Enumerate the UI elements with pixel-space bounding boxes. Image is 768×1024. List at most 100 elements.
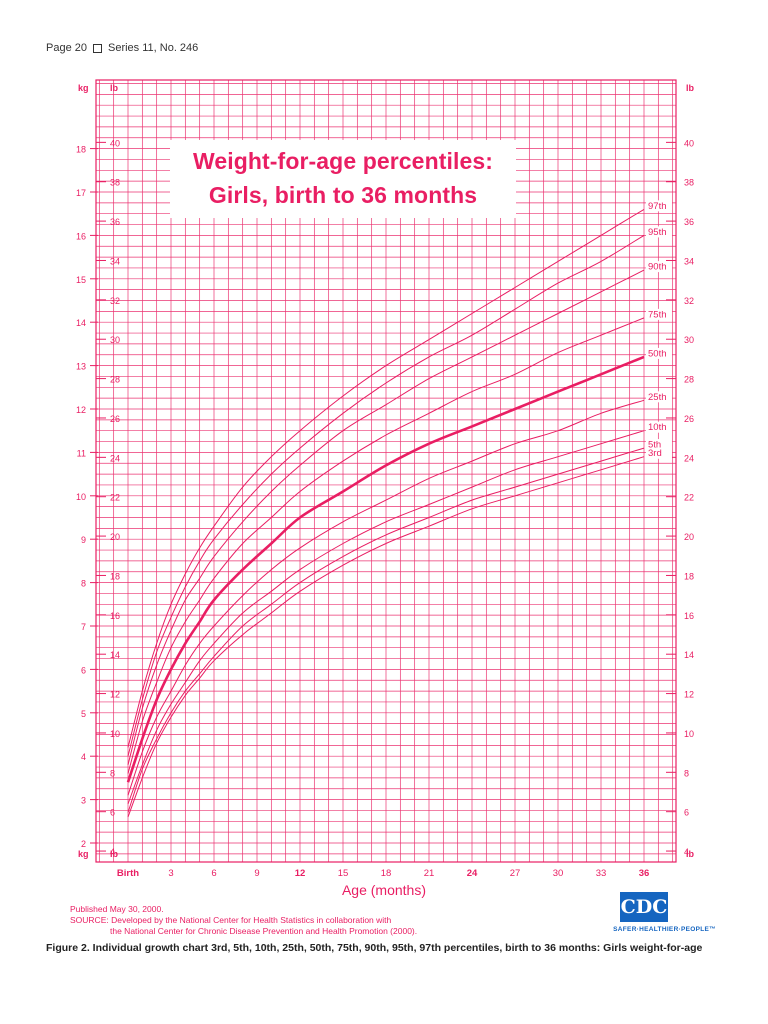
kg-tick-label: 18 bbox=[76, 145, 86, 155]
curve-label-bg bbox=[646, 200, 672, 212]
cdc-logo-icon: CDC bbox=[620, 892, 668, 922]
kg-tick-label: 10 bbox=[76, 492, 86, 502]
x-tick-label: 6 bbox=[211, 868, 216, 879]
lb-tick-label: 40 bbox=[110, 138, 120, 148]
curve-10th bbox=[127, 430, 645, 805]
unit-label: lb bbox=[110, 849, 119, 859]
lb-tick-label: 30 bbox=[110, 335, 120, 345]
kg-tick-label: 3 bbox=[81, 796, 86, 806]
curve-label-bg bbox=[646, 447, 672, 459]
lb-tick-label-right: 18 bbox=[684, 571, 694, 581]
lb-tick-label: 14 bbox=[110, 650, 120, 660]
kg-tick-label: 17 bbox=[76, 188, 86, 198]
lb-tick-label-right: 36 bbox=[684, 217, 694, 227]
x-tick-label: 12 bbox=[295, 868, 306, 879]
lb-tick-label-right: 24 bbox=[684, 453, 694, 463]
series-label: Series 11, No. 246 bbox=[107, 42, 199, 54]
source-line-2: the National Center for Chronic Disease … bbox=[110, 926, 418, 936]
cdc-logo: CDC SAFER·HEALTHIER·PEOPLE™ bbox=[566, 892, 716, 942]
kg-tick-label: 8 bbox=[81, 579, 86, 589]
kg-tick-label: 2 bbox=[81, 839, 86, 849]
curve-label-bg bbox=[646, 226, 672, 238]
curve-label-bg bbox=[646, 261, 672, 273]
curve-label-95th: 95th bbox=[648, 227, 667, 238]
lb-tick-label: 12 bbox=[110, 690, 120, 700]
kg-tick-label: 16 bbox=[76, 231, 86, 241]
kg-tick-label: 13 bbox=[76, 362, 86, 372]
figure-caption: Figure 2. Individual growth chart 3rd, 5… bbox=[46, 942, 703, 954]
kg-tick-label: 6 bbox=[81, 665, 86, 675]
chart-footer: Published May 30, 2000. SOURCE: Develope… bbox=[70, 904, 417, 937]
lb-tick-label-right: 30 bbox=[684, 335, 694, 345]
curve-97th bbox=[127, 208, 645, 748]
curve-label-50th: 50th bbox=[648, 348, 667, 359]
lb-tick-label: 10 bbox=[110, 729, 120, 739]
x-tick-label: 24 bbox=[467, 868, 478, 879]
curve-label-5th: 5th bbox=[648, 440, 661, 451]
curve-label-25th: 25th bbox=[648, 392, 667, 403]
lb-tick-label-right: 14 bbox=[684, 650, 694, 660]
curve-label-97th: 97th bbox=[648, 201, 667, 212]
lb-tick-label-right: 26 bbox=[684, 414, 694, 424]
lb-tick-label-right: 40 bbox=[684, 138, 694, 148]
lb-tick-label: 34 bbox=[110, 256, 120, 266]
lb-tick-label: 20 bbox=[110, 532, 120, 542]
unit-label: kg bbox=[78, 83, 89, 93]
x-axis-title: Age (months) bbox=[341, 882, 427, 898]
unit-label: lb bbox=[686, 83, 695, 93]
lb-tick-label-right: 28 bbox=[684, 375, 694, 385]
curve-label-bg bbox=[646, 391, 672, 403]
x-tick-label: 33 bbox=[596, 868, 607, 879]
kg-tick-label: 4 bbox=[81, 752, 86, 762]
chart-title-box: Weight-for-age percentiles: Girls, birth… bbox=[170, 140, 516, 218]
page-header: Page 20 Series 11, No. 246 bbox=[46, 42, 198, 54]
x-tick-label: 30 bbox=[553, 868, 564, 879]
lb-tick-label-right: 38 bbox=[684, 178, 694, 188]
curve-label-bg bbox=[646, 421, 672, 433]
lb-tick-label: 28 bbox=[110, 375, 120, 385]
lb-tick-label: 24 bbox=[110, 453, 120, 463]
lb-tick-label-right: 12 bbox=[684, 690, 694, 700]
lb-tick-label-right: 4 bbox=[684, 847, 689, 857]
curve-label-3rd: 3rd bbox=[648, 448, 662, 459]
box-separator-icon bbox=[92, 43, 102, 53]
x-tick-label: 15 bbox=[338, 868, 349, 879]
x-tick-label: 36 bbox=[639, 868, 650, 879]
curve-5th bbox=[127, 447, 645, 813]
unit-label: lb bbox=[110, 83, 119, 93]
lb-tick-label-right: 32 bbox=[684, 296, 694, 306]
lb-tick-label: 26 bbox=[110, 414, 120, 424]
chart-title-line-1: Weight-for-age percentiles: bbox=[192, 148, 494, 174]
lb-tick-label-right: 20 bbox=[684, 532, 694, 542]
kg-tick-label: 5 bbox=[81, 709, 86, 719]
curve-label-10th: 10th bbox=[648, 422, 667, 433]
kg-tick-label: 7 bbox=[81, 622, 86, 632]
kg-tick-label: 12 bbox=[76, 405, 86, 415]
x-tick-label: 3 bbox=[168, 868, 173, 879]
lb-tick-label: 16 bbox=[110, 611, 120, 621]
lb-tick-label: 6 bbox=[110, 808, 115, 818]
curve-50th bbox=[126, 355, 645, 783]
curve-label-90th: 90th bbox=[648, 262, 667, 273]
cdc-tagline: SAFER·HEALTHIER·PEOPLE™ bbox=[613, 926, 716, 933]
curve-25th bbox=[127, 399, 645, 796]
published-date: Published May 30, 2000. bbox=[70, 904, 164, 914]
unit-label: lb bbox=[686, 849, 695, 859]
lb-tick-label: 4 bbox=[110, 847, 115, 857]
lb-tick-label-right: 6 bbox=[684, 808, 689, 818]
kg-tick-label: 9 bbox=[81, 535, 86, 545]
kg-tick-label: 11 bbox=[77, 448, 86, 458]
curve-label-bg bbox=[646, 347, 672, 359]
lb-tick-label-right: 34 bbox=[684, 256, 694, 266]
page-number: Page 20 bbox=[46, 42, 87, 54]
lb-tick-label-right: 22 bbox=[684, 493, 694, 503]
chart-title-line-2: Girls, birth to 36 months bbox=[208, 182, 478, 208]
lb-tick-label: 22 bbox=[110, 493, 120, 503]
curve-95th bbox=[127, 234, 645, 757]
lb-tick-label: 36 bbox=[110, 217, 120, 227]
curve-label-75th: 75th bbox=[648, 309, 667, 320]
x-tick-label: 18 bbox=[381, 868, 392, 879]
lb-tick-label: 38 bbox=[110, 178, 120, 188]
kg-tick-label: 14 bbox=[76, 318, 86, 328]
curve-90th bbox=[127, 269, 645, 766]
